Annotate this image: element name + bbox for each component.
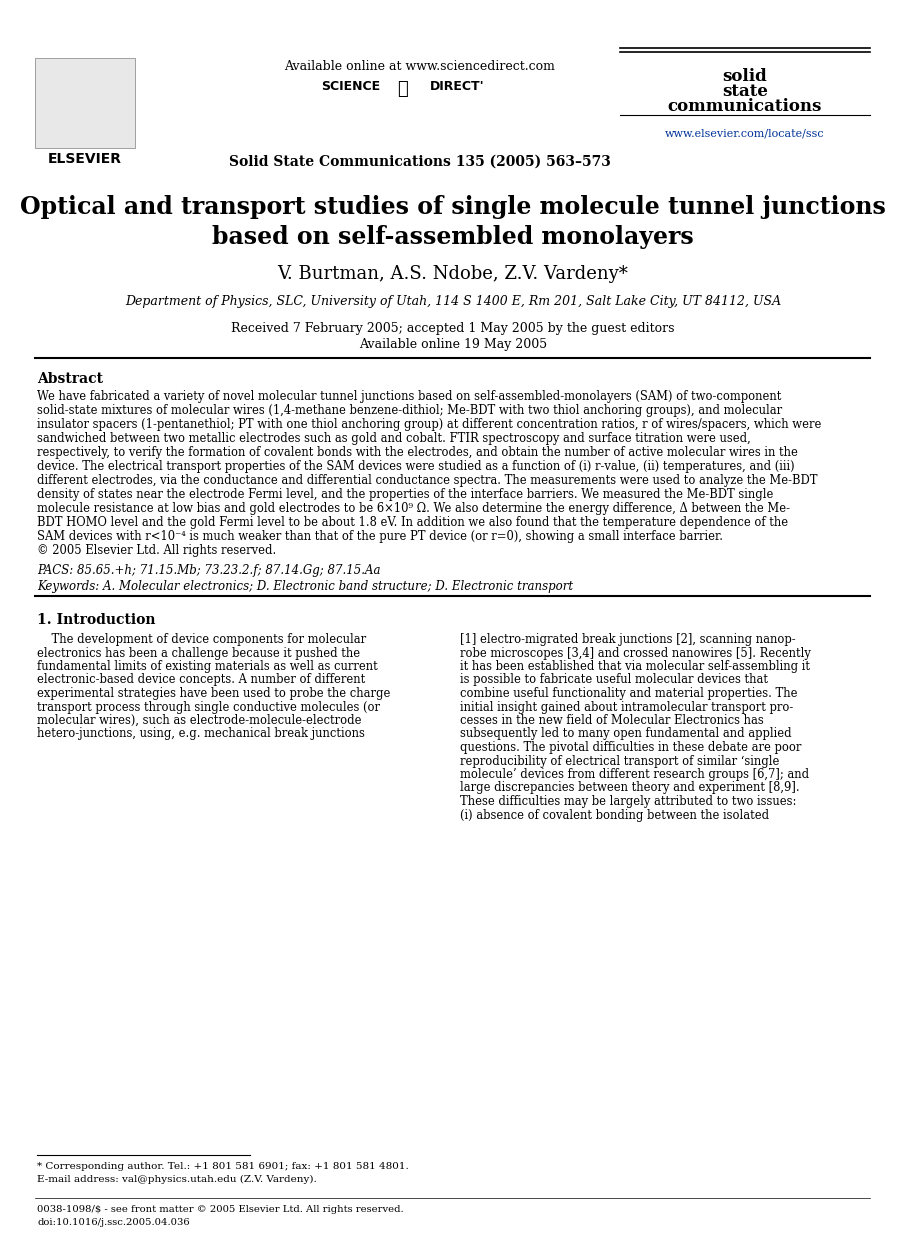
Bar <box>35 58 135 149</box>
Text: 1. Introduction: 1. Introduction <box>37 613 155 626</box>
Text: BDT HOMO level and the gold Fermi level to be about 1.8 eV. In addition we also : BDT HOMO level and the gold Fermi level … <box>37 516 788 529</box>
Text: experimental strategies have been used to probe the charge: experimental strategies have been used t… <box>37 687 390 699</box>
Text: is possible to fabricate useful molecular devices that: is possible to fabricate useful molecula… <box>460 673 768 687</box>
Text: ⓓ: ⓓ <box>397 80 408 98</box>
Text: transport process through single conductive molecules (or: transport process through single conduct… <box>37 701 380 713</box>
Text: Department of Physics, SLC, University of Utah, 114 S 1400 E, Rm 201, Salt Lake : Department of Physics, SLC, University o… <box>125 295 781 308</box>
Text: large discrepancies between theory and experiment [8,9].: large discrepancies between theory and e… <box>460 781 800 795</box>
Text: PACS: 85.65.+h; 71.15.Mb; 73.23.2.f; 87.14.Gg; 87.15.Aa: PACS: 85.65.+h; 71.15.Mb; 73.23.2.f; 87.… <box>37 565 381 577</box>
Text: device. The electrical transport properties of the SAM devices were studied as a: device. The electrical transport propert… <box>37 461 795 473</box>
Text: We have fabricated a variety of novel molecular tunnel junctions based on self-a: We have fabricated a variety of novel mo… <box>37 390 781 404</box>
Text: initial insight gained about intramolecular transport pro-: initial insight gained about intramolecu… <box>460 701 794 713</box>
Text: Optical and transport studies of single molecule tunnel junctions
based on self-: Optical and transport studies of single … <box>20 196 886 249</box>
Text: fundamental limits of existing materials as well as current: fundamental limits of existing materials… <box>37 660 377 673</box>
Text: SCIENCE: SCIENCE <box>321 80 380 93</box>
Text: combine useful functionality and material properties. The: combine useful functionality and materia… <box>460 687 797 699</box>
Text: [1] electro-migrated break junctions [2], scanning nanop-: [1] electro-migrated break junctions [2]… <box>460 633 795 646</box>
Text: state: state <box>722 83 768 100</box>
Text: V. Burtman, A.S. Ndobe, Z.V. Vardeny*: V. Burtman, A.S. Ndobe, Z.V. Vardeny* <box>278 265 629 284</box>
Text: Abstract: Abstract <box>37 371 103 386</box>
Text: Received 7 February 2005; accepted 1 May 2005 by the guest editors: Received 7 February 2005; accepted 1 May… <box>231 322 675 335</box>
Text: 0038-1098/$ - see front matter © 2005 Elsevier Ltd. All rights reserved.: 0038-1098/$ - see front matter © 2005 El… <box>37 1205 404 1214</box>
Text: molecule resistance at low bias and gold electrodes to be 6×10⁹ Ω. We also deter: molecule resistance at low bias and gold… <box>37 501 790 515</box>
Text: The development of device components for molecular: The development of device components for… <box>37 633 366 646</box>
Text: E-mail address: val@physics.utah.edu (Z.V. Vardeny).: E-mail address: val@physics.utah.edu (Z.… <box>37 1175 317 1184</box>
Text: doi:10.1016/j.ssc.2005.04.036: doi:10.1016/j.ssc.2005.04.036 <box>37 1218 190 1227</box>
Text: respectively, to verify the formation of covalent bonds with the electrodes, and: respectively, to verify the formation of… <box>37 446 798 459</box>
Text: sandwiched between two metallic electrodes such as gold and cobalt. FTIR spectro: sandwiched between two metallic electrod… <box>37 432 751 444</box>
Text: different electrodes, via the conductance and differential conductance spectra. : different electrodes, via the conductanc… <box>37 474 817 487</box>
Text: cesses in the new field of Molecular Electronics has: cesses in the new field of Molecular Ele… <box>460 714 764 727</box>
Text: robe microscopes [3,4] and crossed nanowires [5]. Recently: robe microscopes [3,4] and crossed nanow… <box>460 646 811 660</box>
Text: solid: solid <box>723 68 767 85</box>
Text: Keywords: A. Molecular electronics; D. Electronic band structure; D. Electronic : Keywords: A. Molecular electronics; D. E… <box>37 579 573 593</box>
Text: reproducibility of electrical transport of similar ‘single: reproducibility of electrical transport … <box>460 754 779 768</box>
Text: it has been established that via molecular self-assembling it: it has been established that via molecul… <box>460 660 810 673</box>
Text: molecule’ devices from different research groups [6,7]; and: molecule’ devices from different researc… <box>460 768 809 781</box>
Text: density of states near the electrode Fermi level, and the properties of the inte: density of states near the electrode Fer… <box>37 488 774 501</box>
Text: questions. The pivotal difficulties in these debate are poor: questions. The pivotal difficulties in t… <box>460 742 802 754</box>
Text: SAM devices with r<10⁻⁴ is much weaker than that of the pure PT device (or r=0),: SAM devices with r<10⁻⁴ is much weaker t… <box>37 530 723 543</box>
Text: © 2005 Elsevier Ltd. All rights reserved.: © 2005 Elsevier Ltd. All rights reserved… <box>37 543 277 557</box>
Text: These difficulties may be largely attributed to two issues:: These difficulties may be largely attrib… <box>460 795 796 808</box>
Text: solid-state mixtures of molecular wires (1,4-methane benzene-dithiol; Me-BDT wit: solid-state mixtures of molecular wires … <box>37 404 782 417</box>
Text: hetero-junctions, using, e.g. mechanical break junctions: hetero-junctions, using, e.g. mechanical… <box>37 728 365 740</box>
Text: * Corresponding author. Tel.: +1 801 581 6901; fax: +1 801 581 4801.: * Corresponding author. Tel.: +1 801 581… <box>37 1162 409 1171</box>
Text: Available online at www.sciencedirect.com: Available online at www.sciencedirect.co… <box>285 59 555 73</box>
Text: DIRECT': DIRECT' <box>430 80 484 93</box>
Text: www.elsevier.com/locate/ssc: www.elsevier.com/locate/ssc <box>665 128 824 137</box>
Text: communications: communications <box>668 98 822 115</box>
Text: Available online 19 May 2005: Available online 19 May 2005 <box>359 338 547 352</box>
Text: electronic-based device concepts. A number of different: electronic-based device concepts. A numb… <box>37 673 366 687</box>
Text: subsequently led to many open fundamental and applied: subsequently led to many open fundamenta… <box>460 728 792 740</box>
Text: insulator spacers (1-pentanethiol; PT with one thiol anchoring group) at differe: insulator spacers (1-pentanethiol; PT wi… <box>37 418 822 431</box>
Text: molecular wires), such as electrode-molecule-electrode: molecular wires), such as electrode-mole… <box>37 714 362 727</box>
Text: electronics has been a challenge because it pushed the: electronics has been a challenge because… <box>37 646 360 660</box>
Text: (i) absence of covalent bonding between the isolated: (i) absence of covalent bonding between … <box>460 808 769 822</box>
Text: Solid State Communications 135 (2005) 563–573: Solid State Communications 135 (2005) 56… <box>229 155 611 170</box>
Text: ELSEVIER: ELSEVIER <box>48 152 122 166</box>
